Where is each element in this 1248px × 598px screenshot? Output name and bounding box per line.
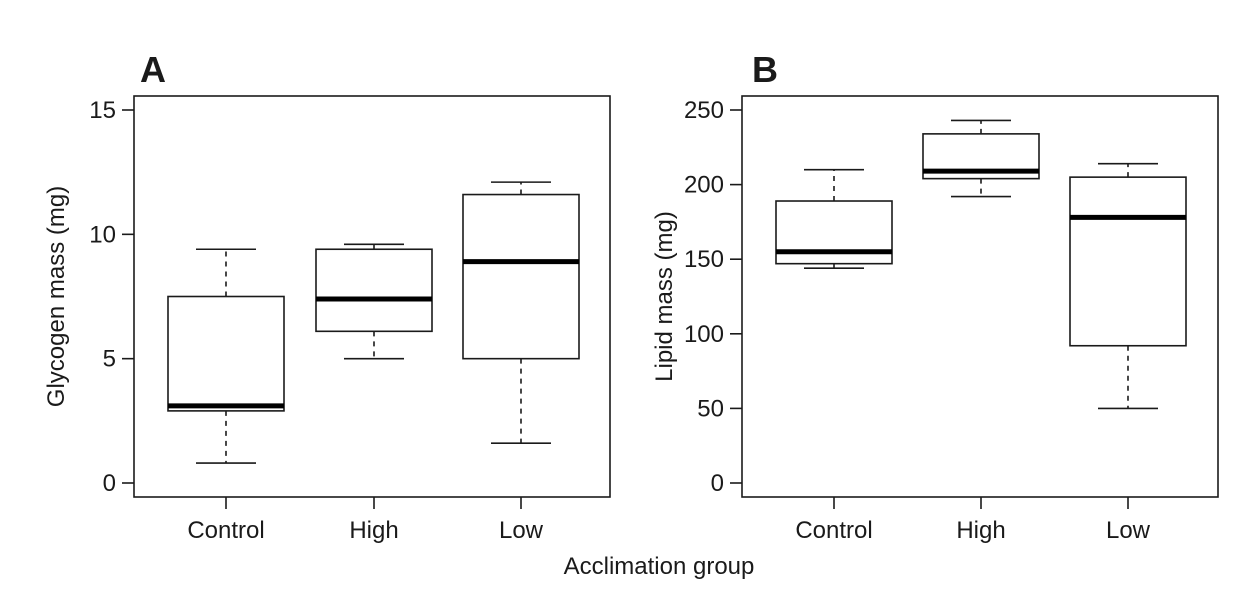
- panel-a-label: A: [140, 49, 166, 90]
- panel-b-ytick-label-250: 250: [684, 97, 724, 124]
- panel-a-ylabel: Glycogen mass (mg): [43, 186, 70, 407]
- panel-a-ytick-label-15: 15: [89, 97, 116, 124]
- panel-b-label: B: [752, 49, 778, 90]
- panel-b-ytick-label-100: 100: [684, 321, 724, 348]
- panel-a-xtick-label-control: Control: [187, 517, 264, 544]
- panel-b-xtick-label-low: Low: [1106, 517, 1151, 544]
- panel-a-xtick-label-low: Low: [499, 517, 544, 544]
- panel-b-ytick-label-0: 0: [711, 470, 724, 497]
- panel-b-xtick-label-control: Control: [795, 517, 872, 544]
- panel-b-ytick-label-50: 50: [697, 395, 724, 422]
- panel-a-low-box: [462, 193, 580, 360]
- panel-a-ytick-label-10: 10: [89, 221, 116, 248]
- panel-b-ytick-label-200: 200: [684, 172, 724, 199]
- panel-b-control-box: [775, 200, 893, 265]
- panel-a-control-box: [167, 295, 285, 412]
- panel-a-plot-frame: [133, 95, 611, 498]
- panel-b-low-box: [1069, 176, 1187, 347]
- panel-b-ylabel: Lipid mass (mg): [651, 211, 678, 382]
- panel-a-xtick-label-high: High: [349, 517, 398, 544]
- panel-a-ytick-label-0: 0: [103, 470, 116, 497]
- panel-b-ytick-label-150: 150: [684, 246, 724, 273]
- shared-xlabel: Acclimation group: [564, 553, 755, 580]
- panel-a-high-box: [315, 248, 433, 333]
- panel-b-xtick-label-high: High: [956, 517, 1005, 544]
- panel-a-ytick-label-5: 5: [103, 346, 116, 373]
- panel-b-plot-frame: [741, 95, 1219, 498]
